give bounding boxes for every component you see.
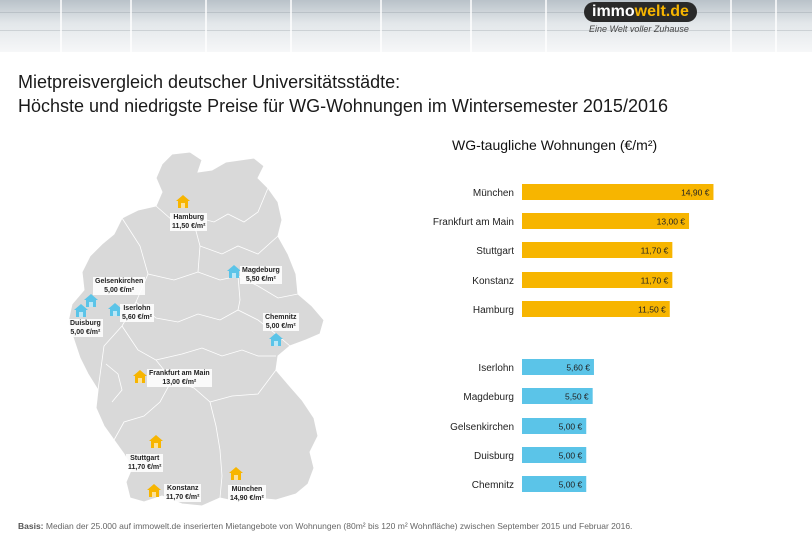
house-icon <box>227 265 241 278</box>
germany-shape <box>67 151 325 507</box>
house-icon <box>176 195 190 208</box>
map-label-duisburg: Duisburg 5,00 €/m² <box>68 319 103 337</box>
category-label: Hamburg <box>473 305 514 316</box>
value-label: 11,70 € <box>641 246 669 256</box>
category-label: Gelsenkirchen <box>450 422 514 433</box>
bar <box>522 213 690 229</box>
bar <box>522 476 587 492</box>
map-label-gelsenkirchen: Gelsenkirchen 5,00 €/m² <box>93 277 146 295</box>
house-icon <box>133 370 147 383</box>
house-icon <box>149 435 163 448</box>
chart-title: WG-taugliche Wohnungen (€/m²) <box>452 137 658 153</box>
title-line-1: Mietpreisvergleich deutscher Universität… <box>18 72 401 92</box>
immowelt-logo[interactable]: immo welt .de Eine Welt voller Zuhause <box>580 0 700 38</box>
bar <box>522 272 673 288</box>
bar <box>522 242 673 258</box>
bar <box>522 359 594 375</box>
logo-suffix: welt <box>634 3 666 20</box>
category-label: Iserlohn <box>478 363 514 374</box>
map-label-iserlohn: Iserlohn 5,60 €/m² <box>120 304 154 322</box>
bar <box>522 184 714 200</box>
bar <box>522 447 587 463</box>
category-label: Magdeburg <box>463 392 514 403</box>
value-label: 5,00 € <box>559 422 583 432</box>
house-icon <box>269 333 283 346</box>
bar <box>522 388 593 404</box>
footer-label: Basis: <box>18 521 44 531</box>
map-label-muenchen: München 14,90 €/m² <box>228 485 266 503</box>
value-label: 13,00 € <box>657 217 686 227</box>
house-icon <box>108 303 122 316</box>
house-icon <box>74 304 88 317</box>
bar <box>522 301 670 317</box>
map-label-magdeburg: Magdeburg 5,50 €/m² <box>240 266 282 284</box>
category-label: Stuttgart <box>476 246 514 257</box>
house-icon <box>147 484 161 497</box>
footer-text: Median der 25.000 auf immowelt.de inseri… <box>43 521 633 531</box>
house-icon <box>84 294 98 307</box>
map-label-frankfurt: Frankfurt am Main 13,00 €/m² <box>147 369 212 387</box>
germany-map <box>67 151 325 507</box>
category-label: Duisburg <box>474 451 514 462</box>
state-borders <box>97 187 299 499</box>
value-label: 5,50 € <box>565 392 589 402</box>
page-title: Mietpreisvergleich deutscher Universität… <box>18 70 668 118</box>
bar <box>522 418 587 434</box>
map-label-stuttgart: Stuttgart 11,70 €/m² <box>126 454 164 472</box>
footer-note: Basis: Median der 25.000 auf immowelt.de… <box>18 521 632 531</box>
title-line-2: Höchste und niedrigste Preise für WG-Woh… <box>18 96 668 116</box>
house-icon <box>229 467 243 480</box>
category-label: München <box>473 188 514 199</box>
map-label-hamburg: Hamburg 11,50 €/m² <box>170 213 208 231</box>
value-label: 5,00 € <box>559 451 583 461</box>
category-label: Frankfurt am Main <box>433 217 514 228</box>
map-label-konstanz: Konstanz 11,70 €/m² <box>164 484 202 502</box>
category-label: Konstanz <box>472 276 514 287</box>
category-label: Chemnitz <box>472 480 514 491</box>
logo-tld: .de <box>665 3 689 20</box>
value-label: 5,00 € <box>559 480 583 490</box>
bar-chart: München 14,90 € Frankfurt am Main 13,00 € St… <box>433 184 714 492</box>
logo-prefix: immo <box>592 3 635 20</box>
logo-tagline: Eine Welt voller Zuhause <box>589 24 689 34</box>
value-label: 11,70 € <box>641 276 669 286</box>
value-label: 14,90 € <box>681 188 710 198</box>
value-label: 11,50 € <box>638 305 666 315</box>
value-label: 5,60 € <box>566 363 590 373</box>
map-label-chemnitz: Chemnitz 5,00 €/m² <box>263 313 299 331</box>
